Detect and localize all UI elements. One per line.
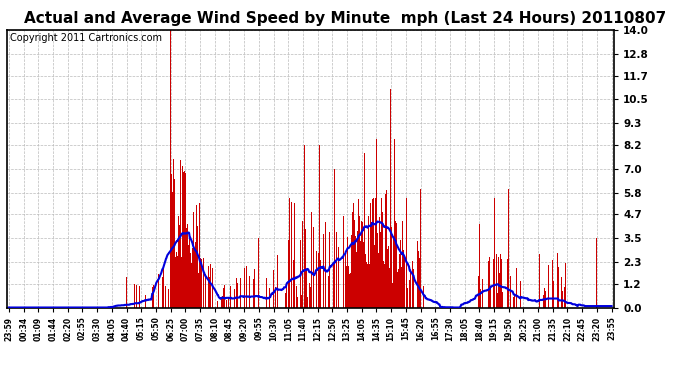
Text: Copyright 2011 Cartronics.com: Copyright 2011 Cartronics.com <box>10 33 162 43</box>
Text: Actual and Average Wind Speed by Minute  mph (Last 24 Hours) 20110807: Actual and Average Wind Speed by Minute … <box>24 11 666 26</box>
